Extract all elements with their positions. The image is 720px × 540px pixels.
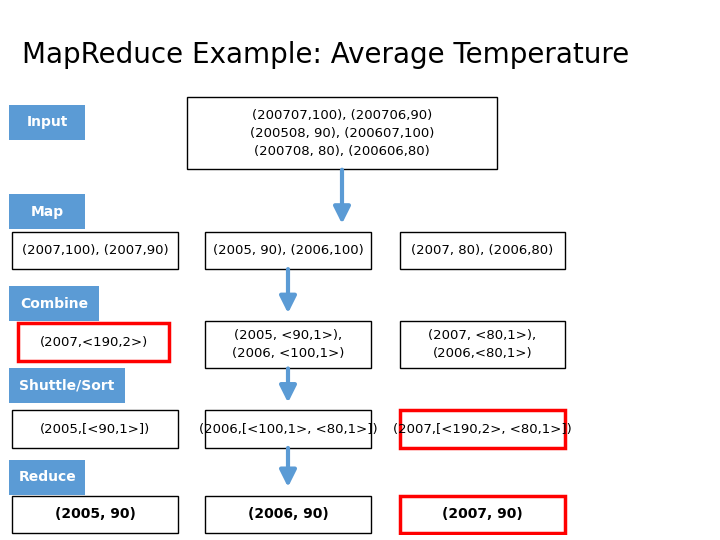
Text: (2007, 80), (2006,80): (2007, 80), (2006,80) — [411, 244, 554, 256]
Text: (2005, 90), (2006,100): (2005, 90), (2006,100) — [212, 244, 364, 256]
FancyBboxPatch shape — [12, 232, 178, 269]
FancyBboxPatch shape — [400, 410, 565, 448]
Text: (2007,100), (2007,90): (2007,100), (2007,90) — [22, 244, 168, 256]
Text: MapReduce Example: Average Temperature: MapReduce Example: Average Temperature — [22, 41, 629, 69]
Text: Input: Input — [27, 115, 68, 129]
FancyBboxPatch shape — [9, 105, 85, 140]
FancyBboxPatch shape — [9, 368, 125, 403]
Text: (2005,[<90,1>]): (2005,[<90,1>]) — [40, 422, 150, 436]
FancyBboxPatch shape — [9, 194, 85, 229]
FancyBboxPatch shape — [12, 496, 178, 533]
Text: (2006, 90): (2006, 90) — [248, 508, 328, 522]
Text: (2007, 90): (2007, 90) — [442, 508, 523, 522]
Text: Reduce: Reduce — [18, 470, 76, 484]
Text: Shuttle/Sort: Shuttle/Sort — [19, 379, 114, 393]
Text: Combine: Combine — [20, 296, 89, 310]
Text: Map: Map — [30, 205, 64, 219]
FancyBboxPatch shape — [12, 410, 178, 448]
Text: (200707,100), (200706,90)
(200508, 90), (200607,100)
(200708, 80), (200606,80): (200707,100), (200706,90) (200508, 90), … — [250, 109, 434, 158]
FancyBboxPatch shape — [400, 321, 565, 368]
Text: (2006,[<100,1>, <80,1>]): (2006,[<100,1>, <80,1>]) — [199, 422, 377, 436]
Text: (2007,<190,2>): (2007,<190,2>) — [40, 335, 148, 349]
FancyBboxPatch shape — [9, 460, 85, 495]
FancyBboxPatch shape — [9, 286, 99, 321]
Text: (2007,[<190,2>, <80,1>]): (2007,[<190,2>, <80,1>]) — [393, 422, 572, 436]
FancyBboxPatch shape — [205, 321, 371, 368]
FancyBboxPatch shape — [18, 323, 169, 361]
Text: (2005, <90,1>),
(2006, <100,1>): (2005, <90,1>), (2006, <100,1>) — [232, 329, 344, 360]
FancyBboxPatch shape — [205, 496, 371, 533]
FancyBboxPatch shape — [187, 97, 497, 170]
Text: (2007, <80,1>),
(2006,<80,1>): (2007, <80,1>), (2006,<80,1>) — [428, 329, 536, 360]
Text: (2005, 90): (2005, 90) — [55, 508, 135, 522]
FancyBboxPatch shape — [205, 410, 371, 448]
FancyBboxPatch shape — [205, 232, 371, 269]
FancyBboxPatch shape — [400, 232, 565, 269]
FancyBboxPatch shape — [400, 496, 565, 533]
